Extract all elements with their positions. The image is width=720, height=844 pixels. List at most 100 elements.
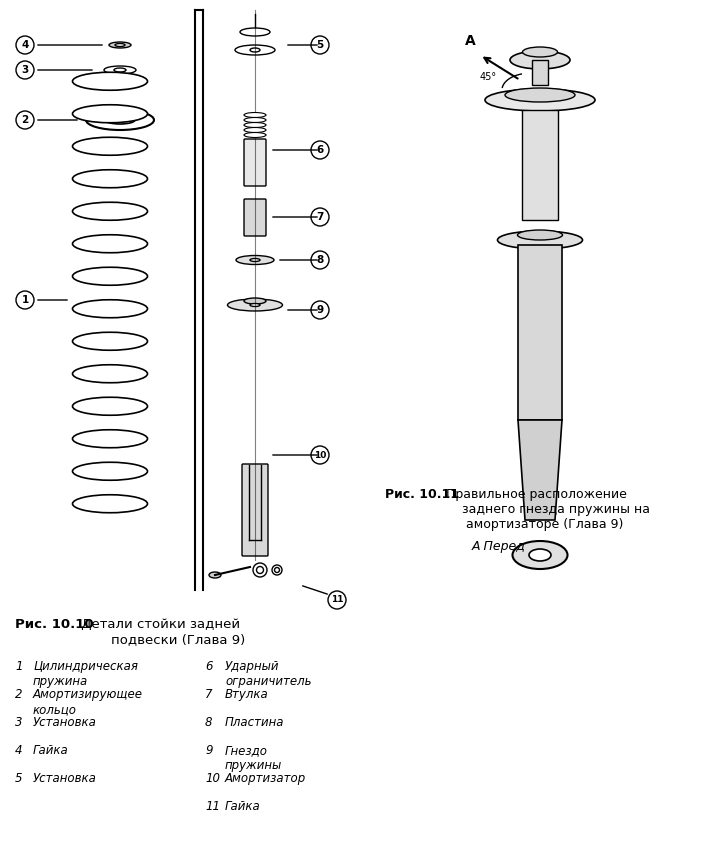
Text: 11: 11 [205,800,220,813]
Ellipse shape [73,138,148,155]
Ellipse shape [274,567,279,572]
Ellipse shape [73,268,148,285]
Ellipse shape [73,495,148,513]
Ellipse shape [109,42,131,48]
Text: A: A [464,34,475,48]
Text: 3: 3 [15,716,22,729]
Text: 7: 7 [316,212,324,222]
Polygon shape [532,60,548,85]
Text: 9: 9 [316,305,323,315]
Ellipse shape [240,28,270,36]
Circle shape [16,111,34,129]
Ellipse shape [244,127,266,133]
Ellipse shape [73,170,148,187]
Ellipse shape [236,256,274,264]
Ellipse shape [256,566,264,574]
Ellipse shape [253,563,267,577]
Circle shape [16,61,34,79]
Text: Амортизирующее
кольцо: Амортизирующее кольцо [33,688,143,716]
Text: Гнездо
пружины: Гнездо пружины [225,744,282,772]
Ellipse shape [73,365,148,382]
Text: 11: 11 [330,596,343,604]
Circle shape [16,291,34,309]
Text: 4: 4 [15,744,22,757]
Ellipse shape [510,51,570,69]
Ellipse shape [73,398,148,415]
Polygon shape [522,110,558,220]
Text: Амортизатор: Амортизатор [225,772,306,785]
Text: 6: 6 [205,660,212,673]
Text: Рис. 10.10: Рис. 10.10 [15,618,94,631]
Text: 10: 10 [205,772,220,785]
Circle shape [311,251,329,269]
Circle shape [311,301,329,319]
Text: Детали стойки задней
        подвески (Глава 9): Детали стойки задней подвески (Глава 9) [77,618,246,646]
Ellipse shape [513,541,567,569]
Ellipse shape [250,258,260,262]
Circle shape [16,36,34,54]
Ellipse shape [73,235,148,252]
FancyBboxPatch shape [242,464,268,556]
Ellipse shape [244,122,266,127]
Ellipse shape [250,304,260,306]
Text: 2: 2 [15,688,22,701]
Ellipse shape [498,231,582,249]
Text: 45°: 45° [480,72,497,82]
FancyBboxPatch shape [244,139,266,186]
Ellipse shape [244,298,266,304]
Polygon shape [518,245,562,420]
Ellipse shape [529,549,551,561]
Text: 3: 3 [22,65,29,75]
Ellipse shape [523,47,557,57]
Ellipse shape [73,463,148,480]
Circle shape [311,446,329,464]
Text: 8: 8 [316,255,323,265]
Circle shape [311,141,329,159]
Ellipse shape [272,565,282,575]
Text: Гайка: Гайка [33,744,68,757]
Ellipse shape [115,44,125,46]
Ellipse shape [518,230,562,240]
Ellipse shape [235,45,275,55]
Text: Цилиндрическая
пружина: Цилиндрическая пружина [33,660,138,688]
Text: Втулка: Втулка [225,688,269,701]
Text: Установка: Установка [33,716,97,729]
Text: Пластина: Пластина [225,716,284,729]
Ellipse shape [485,89,595,111]
Text: 1: 1 [15,660,22,673]
Ellipse shape [244,112,266,117]
Text: 9: 9 [205,744,212,757]
Text: 10: 10 [314,451,326,459]
Circle shape [311,36,329,54]
Ellipse shape [209,572,221,578]
Ellipse shape [73,430,148,448]
Text: Гайка: Гайка [225,800,261,813]
Text: 5: 5 [316,40,323,50]
Ellipse shape [244,117,266,122]
Ellipse shape [250,48,260,52]
Text: А Перед: А Перед [472,540,526,553]
Text: 6: 6 [316,145,323,155]
Ellipse shape [105,116,135,124]
Ellipse shape [73,73,148,90]
Text: 7: 7 [205,688,212,701]
Ellipse shape [244,133,266,138]
Circle shape [311,208,329,226]
Ellipse shape [73,203,148,220]
Circle shape [328,591,346,609]
Ellipse shape [104,66,136,74]
FancyBboxPatch shape [244,199,266,236]
Text: 1: 1 [22,295,29,305]
Ellipse shape [73,105,148,122]
Ellipse shape [86,110,154,130]
Ellipse shape [73,300,148,317]
Text: 8: 8 [205,716,212,729]
Text: Ударный
ограничитель: Ударный ограничитель [225,660,312,688]
Ellipse shape [114,68,126,72]
Ellipse shape [228,299,282,311]
Text: 2: 2 [22,115,29,125]
Polygon shape [518,420,562,520]
Ellipse shape [73,333,148,350]
Ellipse shape [505,88,575,102]
Text: Установка: Установка [33,772,97,785]
